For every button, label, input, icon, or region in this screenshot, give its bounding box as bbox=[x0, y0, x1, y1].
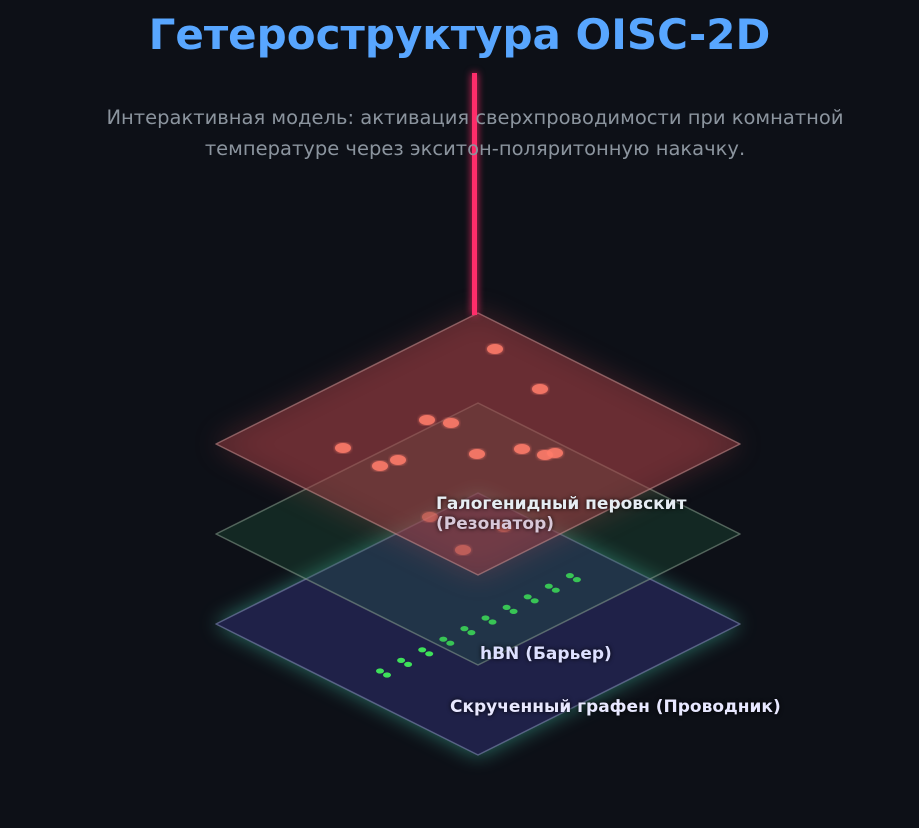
exciton-dot bbox=[487, 344, 503, 354]
exciton-dot bbox=[547, 448, 563, 458]
exciton-dot bbox=[443, 418, 459, 428]
graphene-layer[interactable] bbox=[215, 492, 741, 756]
page-title: Гетероструктура OISC-2D bbox=[148, 10, 771, 59]
exciton-dot bbox=[514, 444, 530, 454]
perovskite-label-role: (Резонатор) bbox=[436, 514, 555, 534]
exciton-dot bbox=[390, 455, 406, 465]
perovskite-layer[interactable] bbox=[215, 312, 741, 576]
electron-dot bbox=[481, 615, 490, 621]
electron-dot bbox=[509, 608, 518, 615]
electron-dot bbox=[446, 640, 455, 646]
electron-dot bbox=[502, 604, 511, 611]
page-subtitle: Интерактивная модель: активация сверхпро… bbox=[106, 106, 844, 160]
electron-dot bbox=[418, 647, 427, 653]
hbn-label: hBN (Барьер) bbox=[480, 644, 612, 664]
electron-dot bbox=[544, 583, 553, 589]
perovskite-label-name: Галогенидный перовскит bbox=[436, 494, 687, 514]
exciton-dot bbox=[372, 461, 388, 471]
exciton-dot bbox=[532, 384, 548, 394]
electron-dot bbox=[376, 668, 384, 674]
electron-dot bbox=[467, 630, 476, 636]
exciton-dot bbox=[419, 415, 435, 425]
exciton-dot bbox=[335, 443, 351, 453]
graphene-electron-dots bbox=[376, 573, 581, 678]
electron-dot bbox=[439, 636, 448, 642]
electron-dot bbox=[572, 577, 581, 583]
electron-dot bbox=[488, 619, 497, 625]
graphene-label: Скрученный графен (Проводник) bbox=[450, 697, 781, 717]
electron-dot bbox=[404, 661, 413, 668]
exciton-dot bbox=[496, 522, 512, 532]
exciton-dot bbox=[469, 449, 485, 459]
electron-dot bbox=[551, 587, 560, 593]
exciton-dot bbox=[455, 545, 471, 555]
electron-dot bbox=[383, 672, 391, 678]
electron-dot bbox=[397, 657, 406, 664]
perovskite-exciton-dots bbox=[335, 344, 563, 555]
exciton-dot bbox=[422, 512, 438, 522]
electron-dot bbox=[523, 594, 532, 600]
electron-dot bbox=[565, 573, 574, 579]
electron-dot bbox=[530, 598, 539, 604]
perovskite-label: Галогенидный перовскит (Резонатор) bbox=[436, 494, 686, 534]
electron-dot bbox=[460, 626, 469, 632]
electron-dot bbox=[425, 651, 434, 657]
laser-beam bbox=[472, 73, 477, 315]
